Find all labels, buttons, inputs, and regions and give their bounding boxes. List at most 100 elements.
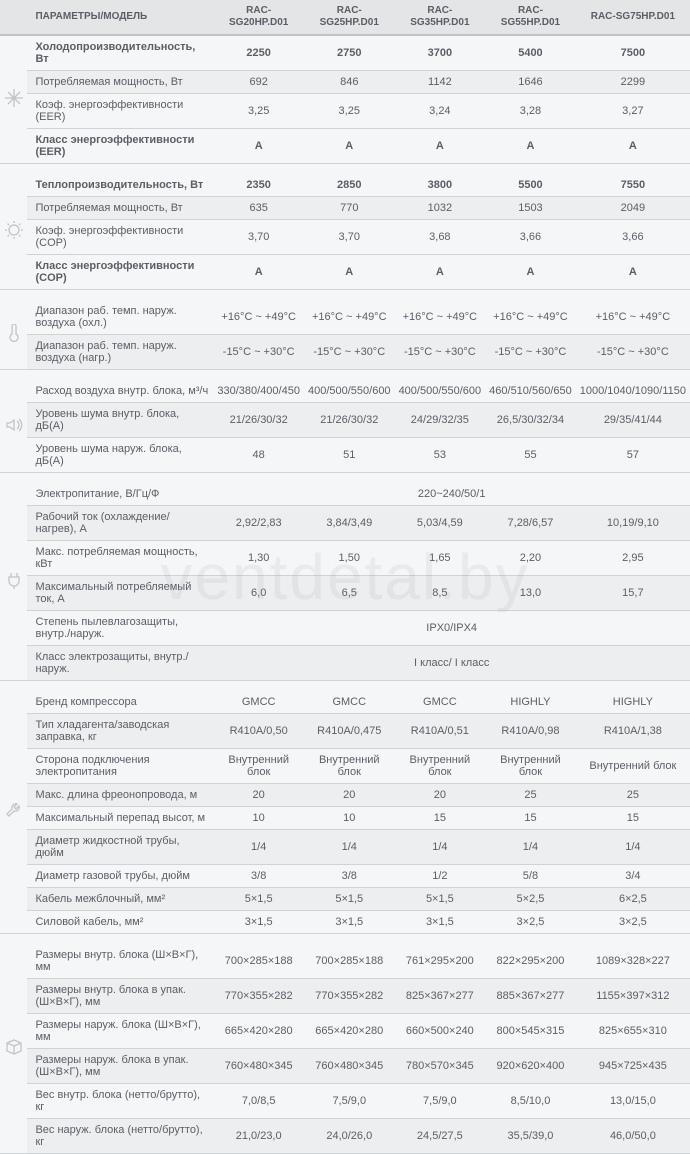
param-value: 1,50 xyxy=(304,541,395,576)
param-value: 3700 xyxy=(395,35,486,71)
param-value: A xyxy=(485,129,576,164)
param-value: 7,5/9,0 xyxy=(304,1084,395,1119)
param-value: 35,5/39,0 xyxy=(485,1119,576,1154)
table-row: Расход воздуха внутр. блока, м³/ч330/380… xyxy=(0,380,690,403)
param-label: Диапазон раб. темп. наруж. воздуха (охл.… xyxy=(27,300,213,335)
param-value: 770×355×282 xyxy=(213,979,304,1014)
param-value: 1142 xyxy=(395,71,486,94)
param-value: +16°C ~ +49°C xyxy=(304,300,395,335)
param-value: 5×1,5 xyxy=(213,888,304,911)
param-value: 48 xyxy=(213,438,304,473)
model-header: RAC-SG20HP.D01 xyxy=(213,0,304,35)
table-row: Силовой кабель, мм²3×1,53×1,53×1,53×2,53… xyxy=(0,911,690,934)
param-label: Максимальный перепад высот, м xyxy=(27,807,213,830)
table-row: Вес наруж. блока (нетто/брутто), кг21,0/… xyxy=(0,1119,690,1154)
param-value: 1,30 xyxy=(213,541,304,576)
param-value: 1/4 xyxy=(213,830,304,865)
param-value: 780×570×345 xyxy=(395,1049,486,1084)
param-value: 25 xyxy=(485,784,576,807)
spec-table: ПАРАМЕТРЫ/МОДЕЛЬ RAC-SG20HP.D01 RAC-SG25… xyxy=(0,0,690,1154)
param-label: Макс. потребляемая мощность, кВт xyxy=(27,541,213,576)
param-label: Коэф. энергоэффективности (COP) xyxy=(27,220,213,255)
param-label: Макс. длина фреонопровода, м xyxy=(27,784,213,807)
table-row: Диаметр жидкостной трубы, дюйм1/41/41/41… xyxy=(0,830,690,865)
param-value: 2,20 xyxy=(485,541,576,576)
model-header: RAC-SG75HP.D01 xyxy=(576,0,690,35)
param-value: 825×655×310 xyxy=(576,1014,690,1049)
param-value: 3,68 xyxy=(395,220,486,255)
param-value: +16°C ~ +49°C xyxy=(395,300,486,335)
param-value: 1/4 xyxy=(395,830,486,865)
param-value: 3,25 xyxy=(304,94,395,129)
section-gap xyxy=(0,934,690,945)
model-header: RAC-SG55HP.D01 xyxy=(485,0,576,35)
param-value: A xyxy=(395,255,486,290)
param-value: 3,84/3,49 xyxy=(304,506,395,541)
table-row: Максимальный потребляемый ток, А6,06,58,… xyxy=(0,576,690,611)
table-row: Сторона подключения электропитания Внутре… xyxy=(0,749,690,784)
param-value: 330/380/400/450 xyxy=(213,380,304,403)
param-value: 3,27 xyxy=(576,94,690,129)
table-row: Тип хладагента/заводская заправка, кг R41… xyxy=(0,714,690,749)
param-value: 635 xyxy=(213,197,304,220)
param-value: 3,28 xyxy=(485,94,576,129)
param-label: Рабочий ток (охлаждение/нагрев), А xyxy=(27,506,213,541)
param-value: 7,5/9,0 xyxy=(395,1084,486,1119)
param-value: 1/4 xyxy=(304,830,395,865)
param-value: 15 xyxy=(395,807,486,830)
table-row: Размеры наруж. блока в упак. (Ш×В×Г), мм… xyxy=(0,1049,690,1084)
param-value: 885×367×277 xyxy=(485,979,576,1014)
table-row: Размеры наруж. блока (Ш×В×Г), мм 665×420×… xyxy=(0,1014,690,1049)
sound-icon xyxy=(0,380,27,473)
param-value: A xyxy=(576,255,690,290)
param-value: +16°C ~ +49°C xyxy=(576,300,690,335)
param-label: Тип хладагента/заводская заправка, кг xyxy=(27,714,213,749)
param-value: 24/29/32/35 xyxy=(395,403,486,438)
param-value: A xyxy=(576,129,690,164)
param-value: 5400 xyxy=(485,35,576,71)
param-value: 660×500×240 xyxy=(395,1014,486,1049)
table-row: Уровень шума наруж. блока, дБ(А)48515355… xyxy=(0,438,690,473)
param-value: Внутренний блок xyxy=(395,749,486,784)
param-value: 7,28/6,57 xyxy=(485,506,576,541)
param-value: 2,95 xyxy=(576,541,690,576)
param-value: 1/4 xyxy=(576,830,690,865)
param-value: 1,65 xyxy=(395,541,486,576)
param-value: 3,25 xyxy=(213,94,304,129)
param-value: GMCC xyxy=(213,691,304,714)
param-value: 1/2 xyxy=(395,865,486,888)
param-label: Потребляемая мощность, Вт xyxy=(27,71,213,94)
param-value: 760×480×345 xyxy=(304,1049,395,1084)
param-value: 1000/1040/1090/1150 xyxy=(576,380,690,403)
param-label: Размеры наруж. блока (Ш×В×Г), мм xyxy=(27,1014,213,1049)
param-value: 20 xyxy=(395,784,486,807)
param-value: 2,92/2,83 xyxy=(213,506,304,541)
param-value: 7500 xyxy=(576,35,690,71)
param-value: R410A/0,98 xyxy=(485,714,576,749)
param-value: 2350 xyxy=(213,174,304,197)
param-value: R410A/1,38 xyxy=(576,714,690,749)
param-value: 770×355×282 xyxy=(304,979,395,1014)
param-label: Теплопроизводительность, Вт xyxy=(27,174,213,197)
param-value: 15,7 xyxy=(576,576,690,611)
param-label: Степень пылевлагозащиты, внутр./наруж. xyxy=(27,611,213,646)
param-value: -15°C ~ +30°C xyxy=(304,335,395,370)
param-value: Внутренний блок xyxy=(576,749,690,784)
param-value: 665×420×280 xyxy=(304,1014,395,1049)
param-value: 3/8 xyxy=(213,865,304,888)
param-value: 400/500/550/600 xyxy=(395,380,486,403)
param-value: R410A/0,475 xyxy=(304,714,395,749)
param-label: Сторона подключения электропитания xyxy=(27,749,213,784)
param-value: 700×285×188 xyxy=(213,944,304,979)
section-gap xyxy=(0,473,690,484)
param-label: Электропитание, В/Гц/Ф xyxy=(27,483,213,506)
table-row: Кабель межблочный, мм²5×1,55×1,55×1,55×2… xyxy=(0,888,690,911)
param-value: 15 xyxy=(485,807,576,830)
param-value: 761×295×200 xyxy=(395,944,486,979)
table-row: Теплопроизводительность, Вт2350285038005… xyxy=(0,174,690,197)
param-value: -15°C ~ +30°C xyxy=(576,335,690,370)
param-value: 53 xyxy=(395,438,486,473)
param-value: HIGHLY xyxy=(576,691,690,714)
table-row: Класс электрозащиты, внутр./наруж.I клас… xyxy=(0,646,690,681)
param-value: 20 xyxy=(304,784,395,807)
